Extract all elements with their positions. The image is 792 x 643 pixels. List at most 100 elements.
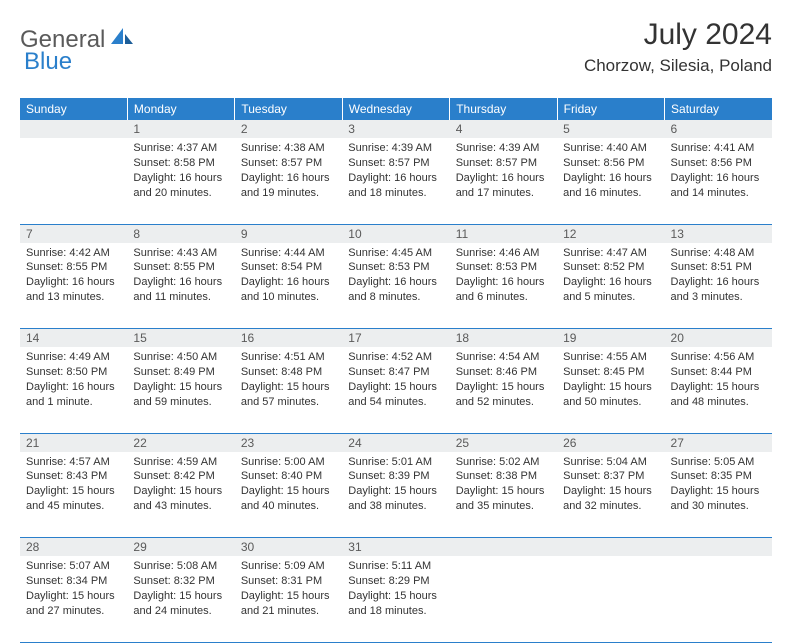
daylight-text: Daylight: 16 hours and 5 minutes. (563, 275, 658, 305)
day-number-row: 123456 (20, 120, 772, 138)
day-number: 12 (557, 224, 664, 243)
sunset-text: Sunset: 8:34 PM (26, 574, 121, 589)
day-number: 30 (235, 538, 342, 557)
day-number: 27 (665, 433, 772, 452)
day-number: 14 (20, 329, 127, 348)
day-number: 16 (235, 329, 342, 348)
sunrise-text: Sunrise: 5:09 AM (241, 559, 336, 574)
sunrise-text: Sunrise: 4:54 AM (456, 350, 551, 365)
sunset-text: Sunset: 8:45 PM (563, 365, 658, 380)
day-cell: Sunrise: 5:05 AMSunset: 8:35 PMDaylight:… (665, 452, 772, 538)
sunrise-text: Sunrise: 4:47 AM (563, 246, 658, 261)
day-cell: Sunrise: 5:11 AMSunset: 8:29 PMDaylight:… (342, 556, 449, 642)
day-number: 4 (450, 120, 557, 138)
sunset-text: Sunset: 8:32 PM (133, 574, 228, 589)
daylight-text: Daylight: 16 hours and 11 minutes. (133, 275, 228, 305)
day-number: 7 (20, 224, 127, 243)
day-cell: Sunrise: 4:51 AMSunset: 8:48 PMDaylight:… (235, 347, 342, 433)
daylight-text: Daylight: 15 hours and 32 minutes. (563, 484, 658, 514)
day-number: 22 (127, 433, 234, 452)
day-cell: Sunrise: 4:55 AMSunset: 8:45 PMDaylight:… (557, 347, 664, 433)
sunset-text: Sunset: 8:48 PM (241, 365, 336, 380)
day-number: 5 (557, 120, 664, 138)
day-cell: Sunrise: 4:45 AMSunset: 8:53 PMDaylight:… (342, 243, 449, 329)
sunset-text: Sunset: 8:56 PM (671, 156, 766, 171)
day-number: 26 (557, 433, 664, 452)
day-number: 19 (557, 329, 664, 348)
day-content-row: Sunrise: 4:37 AMSunset: 8:58 PMDaylight:… (20, 138, 772, 224)
daylight-text: Daylight: 15 hours and 54 minutes. (348, 380, 443, 410)
sunrise-text: Sunrise: 5:11 AM (348, 559, 443, 574)
day-number: 8 (127, 224, 234, 243)
day-number: 24 (342, 433, 449, 452)
day-number: 23 (235, 433, 342, 452)
sunrise-text: Sunrise: 4:55 AM (563, 350, 658, 365)
weekday-header: Friday (557, 98, 664, 120)
day-number: 29 (127, 538, 234, 557)
daylight-text: Daylight: 15 hours and 38 minutes. (348, 484, 443, 514)
day-cell: Sunrise: 4:39 AMSunset: 8:57 PMDaylight:… (450, 138, 557, 224)
day-cell: Sunrise: 4:59 AMSunset: 8:42 PMDaylight:… (127, 452, 234, 538)
day-cell: Sunrise: 4:56 AMSunset: 8:44 PMDaylight:… (665, 347, 772, 433)
sunset-text: Sunset: 8:54 PM (241, 260, 336, 275)
day-number: 21 (20, 433, 127, 452)
daylight-text: Daylight: 15 hours and 27 minutes. (26, 589, 121, 619)
day-number: 10 (342, 224, 449, 243)
location: Chorzow, Silesia, Poland (584, 56, 772, 76)
daylight-text: Daylight: 15 hours and 50 minutes. (563, 380, 658, 410)
day-cell (450, 556, 557, 642)
day-cell: Sunrise: 5:08 AMSunset: 8:32 PMDaylight:… (127, 556, 234, 642)
sunrise-text: Sunrise: 5:08 AM (133, 559, 228, 574)
day-cell: Sunrise: 4:47 AMSunset: 8:52 PMDaylight:… (557, 243, 664, 329)
day-number-row: 14151617181920 (20, 329, 772, 348)
sunrise-text: Sunrise: 4:41 AM (671, 141, 766, 156)
sunrise-text: Sunrise: 4:38 AM (241, 141, 336, 156)
sunset-text: Sunset: 8:37 PM (563, 469, 658, 484)
sunrise-text: Sunrise: 4:44 AM (241, 246, 336, 261)
weekday-header-row: SundayMondayTuesdayWednesdayThursdayFrid… (20, 98, 772, 120)
sunrise-text: Sunrise: 4:43 AM (133, 246, 228, 261)
weekday-header: Saturday (665, 98, 772, 120)
day-cell: Sunrise: 4:46 AMSunset: 8:53 PMDaylight:… (450, 243, 557, 329)
sunset-text: Sunset: 8:47 PM (348, 365, 443, 380)
day-number: 25 (450, 433, 557, 452)
sunrise-text: Sunrise: 4:51 AM (241, 350, 336, 365)
day-cell: Sunrise: 4:57 AMSunset: 8:43 PMDaylight:… (20, 452, 127, 538)
sunset-text: Sunset: 8:49 PM (133, 365, 228, 380)
daylight-text: Daylight: 15 hours and 18 minutes. (348, 589, 443, 619)
weekday-header: Monday (127, 98, 234, 120)
weekday-header: Thursday (450, 98, 557, 120)
sunset-text: Sunset: 8:40 PM (241, 469, 336, 484)
daylight-text: Daylight: 16 hours and 19 minutes. (241, 171, 336, 201)
day-cell: Sunrise: 5:02 AMSunset: 8:38 PMDaylight:… (450, 452, 557, 538)
sunset-text: Sunset: 8:57 PM (456, 156, 551, 171)
daylight-text: Daylight: 15 hours and 45 minutes. (26, 484, 121, 514)
daylight-text: Daylight: 16 hours and 3 minutes. (671, 275, 766, 305)
sunset-text: Sunset: 8:38 PM (456, 469, 551, 484)
daylight-text: Daylight: 16 hours and 18 minutes. (348, 171, 443, 201)
daylight-text: Daylight: 15 hours and 30 minutes. (671, 484, 766, 514)
day-number: 11 (450, 224, 557, 243)
day-cell: Sunrise: 5:07 AMSunset: 8:34 PMDaylight:… (20, 556, 127, 642)
sunset-text: Sunset: 8:42 PM (133, 469, 228, 484)
sunset-text: Sunset: 8:57 PM (348, 156, 443, 171)
sunrise-text: Sunrise: 4:50 AM (133, 350, 228, 365)
daylight-text: Daylight: 16 hours and 14 minutes. (671, 171, 766, 201)
sunrise-text: Sunrise: 5:04 AM (563, 455, 658, 470)
weekday-header: Sunday (20, 98, 127, 120)
sunrise-text: Sunrise: 5:07 AM (26, 559, 121, 574)
daylight-text: Daylight: 15 hours and 24 minutes. (133, 589, 228, 619)
sunset-text: Sunset: 8:46 PM (456, 365, 551, 380)
day-content-row: Sunrise: 4:42 AMSunset: 8:55 PMDaylight:… (20, 243, 772, 329)
day-cell (20, 138, 127, 224)
day-number (20, 120, 127, 138)
day-cell: Sunrise: 5:04 AMSunset: 8:37 PMDaylight:… (557, 452, 664, 538)
daylight-text: Daylight: 16 hours and 16 minutes. (563, 171, 658, 201)
day-cell: Sunrise: 4:37 AMSunset: 8:58 PMDaylight:… (127, 138, 234, 224)
day-cell: Sunrise: 4:49 AMSunset: 8:50 PMDaylight:… (20, 347, 127, 433)
day-number (557, 538, 664, 557)
sunset-text: Sunset: 8:29 PM (348, 574, 443, 589)
day-number: 1 (127, 120, 234, 138)
daylight-text: Daylight: 16 hours and 10 minutes. (241, 275, 336, 305)
sunrise-text: Sunrise: 4:59 AM (133, 455, 228, 470)
